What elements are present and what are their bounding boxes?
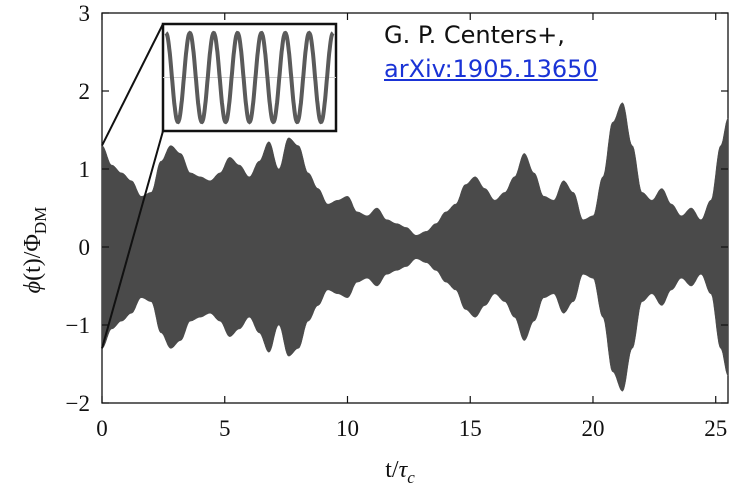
signal-envelope [101,102,729,392]
citation: G. P. Centers+, arXiv:1905.13650 [384,18,598,86]
x-tick-label: 20 [581,416,604,441]
inset-connector-top [101,23,164,147]
y-tick-label: 2 [79,79,91,104]
y-axis-label: ϕ(t)/ΦDM [20,207,50,294]
x-tick-label: 15 [459,416,482,441]
y-tick-labels: −2 −1 0 1 2 3 [66,1,90,416]
x-tick-label: 0 [96,416,108,441]
x-tick-label: 10 [336,416,359,441]
x-tick-label: 25 [704,416,727,441]
y-tick-label: 1 [79,157,91,182]
inset-zoom [101,22,338,349]
y-tick-label: −1 [66,313,90,338]
y-tick-label: 0 [79,235,91,260]
y-tick-label: 3 [79,1,91,26]
arxiv-link[interactable]: arXiv:1905.13650 [384,55,598,83]
inset-connector-bottom [101,130,164,349]
x-tick-label: 5 [219,416,231,441]
inset-sinusoid [164,30,335,125]
x-axis-label: t/τc [385,457,415,487]
x-tick-labels: 0 5 10 15 20 25 [96,416,727,441]
axis-ticks [101,12,728,404]
y-tick-label: −2 [66,391,90,416]
citation-authors: G. P. Centers+, [384,21,565,49]
